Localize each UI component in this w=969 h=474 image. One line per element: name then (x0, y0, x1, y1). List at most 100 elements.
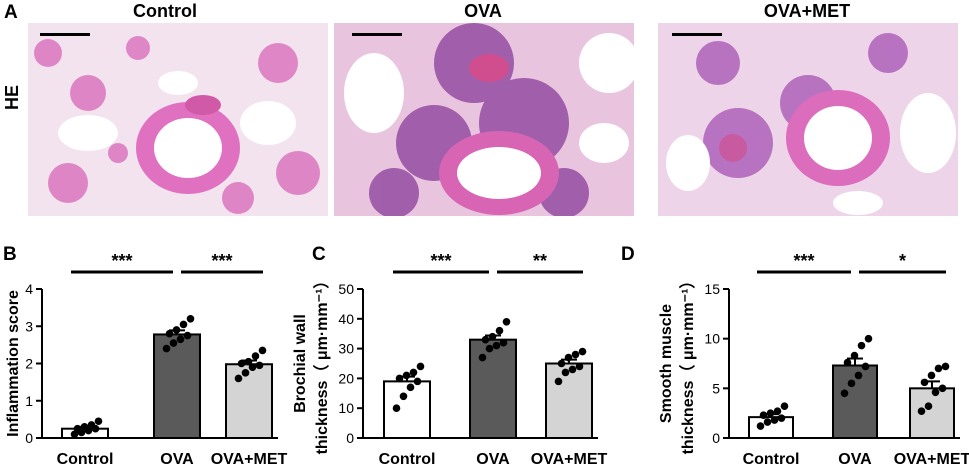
y-tick-label: 4 (25, 281, 33, 297)
y-tick-label: 10 (338, 400, 354, 416)
data-point (861, 362, 870, 371)
y-tick-label: 1 (25, 393, 33, 409)
bar-ova-met (909, 387, 955, 440)
data-point (402, 371, 411, 380)
data-point (183, 331, 192, 340)
data-point (840, 389, 849, 398)
x-tick-label: OVA+MET (894, 451, 969, 468)
micrograph-ova-met (658, 23, 958, 216)
panel-a-label: A (4, 2, 18, 23)
data-point (857, 341, 866, 350)
y-tick-label: 20 (338, 370, 354, 386)
data-point (94, 417, 103, 426)
data-point (756, 422, 765, 430)
y-tick-label: 0 (712, 430, 720, 446)
data-point (847, 379, 856, 388)
y-axis-label: thickness（ μm·mm⁻¹） (313, 273, 331, 455)
data-point (234, 374, 243, 383)
data-point (258, 346, 267, 355)
data-point (395, 374, 404, 383)
data-point (850, 351, 859, 360)
panel-c-label: C (312, 244, 326, 265)
y-tick-label: 10 (704, 331, 720, 347)
data-point (557, 359, 566, 368)
x-tick-label: OVA (160, 451, 194, 468)
y-axis-label: Brochial wall (292, 314, 309, 413)
y-tick-label: 30 (338, 341, 354, 357)
data-point (413, 377, 422, 386)
data-point (554, 377, 563, 386)
data-point (179, 320, 188, 329)
data-point (766, 409, 775, 417)
data-point (938, 384, 947, 393)
panel-b-label: B (3, 244, 17, 265)
data-point (931, 388, 940, 397)
bar-ova-met (225, 363, 273, 439)
x-tick-label: OVA (476, 451, 510, 468)
data-point (485, 344, 494, 353)
data-point (248, 363, 257, 372)
image-title-control: Control (133, 1, 197, 21)
data-point (561, 368, 570, 377)
data-point (488, 332, 497, 341)
data-point (251, 352, 260, 360)
data-point (502, 317, 511, 326)
data-point (843, 358, 852, 367)
data-point (568, 365, 577, 374)
data-point (165, 329, 174, 338)
data-point (920, 378, 929, 387)
data-point (162, 344, 171, 353)
significance-label: ** (533, 251, 547, 271)
data-point (924, 402, 933, 411)
data-point (241, 369, 250, 377)
micrograph-ova-svg (334, 23, 634, 216)
data-point (406, 383, 415, 392)
y-axis-label: thickness（ μm·mm⁻¹） (679, 273, 697, 455)
x-tick-label: OVA+MET (211, 451, 288, 468)
micrograph-control-svg (28, 23, 328, 216)
data-point (186, 315, 195, 323)
data-point (499, 338, 508, 347)
data-point (169, 339, 178, 347)
data-point (237, 359, 246, 368)
y-tick-label: 50 (338, 281, 354, 297)
bar-ova (153, 333, 201, 440)
bar-control (383, 380, 431, 440)
data-point (492, 341, 501, 350)
data-point (399, 392, 408, 401)
image-title-ova-met: OVA+MET (763, 1, 851, 21)
data-point (575, 362, 584, 371)
data-point (73, 424, 82, 433)
y-tick-label: 0 (25, 430, 33, 446)
significance-label: *** (111, 251, 132, 271)
data-point (244, 357, 253, 366)
data-point (416, 362, 425, 371)
chart-C: 0 10 20 30 40 50 Brochial wall thickness（ μm·mm… (292, 251, 608, 468)
data-point (941, 362, 950, 371)
data-point (780, 402, 789, 411)
significance-label: *** (211, 251, 232, 271)
y-axis-label: Smooth muscle (658, 304, 675, 423)
y-tick-label: 5 (712, 380, 720, 396)
micrograph-ova (334, 23, 634, 216)
y-tick-label: 2 (25, 356, 33, 372)
data-point (917, 407, 926, 415)
data-point (392, 404, 401, 413)
bar-ova-met (545, 362, 593, 439)
data-point (481, 335, 490, 344)
data-point (578, 347, 587, 356)
y-tick-label: 3 (25, 318, 33, 334)
data-point (864, 334, 873, 343)
x-tick-label: Control (379, 451, 436, 468)
micrograph-ova-met-svg (658, 23, 958, 216)
x-tick-label: Control (743, 451, 800, 468)
data-point (934, 364, 943, 373)
data-point (87, 421, 96, 429)
data-point (409, 368, 418, 377)
x-tick-label: OVA+MET (531, 451, 608, 468)
data-point (564, 353, 573, 362)
data-point (70, 430, 79, 439)
data-point (571, 350, 580, 359)
